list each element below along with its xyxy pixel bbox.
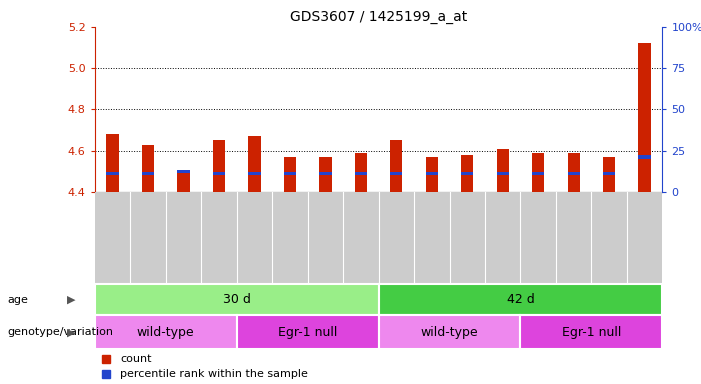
Bar <box>532 153 545 192</box>
Bar <box>212 172 225 175</box>
Bar <box>212 141 225 192</box>
Text: ▶: ▶ <box>67 295 75 305</box>
Text: genotype/variation: genotype/variation <box>7 327 113 337</box>
Bar <box>390 172 402 175</box>
Bar <box>106 134 118 192</box>
Bar <box>639 155 651 159</box>
Bar <box>106 172 118 175</box>
Text: wild-type: wild-type <box>421 326 478 339</box>
Bar <box>248 172 261 175</box>
Text: wild-type: wild-type <box>137 326 194 339</box>
Bar <box>95 284 379 315</box>
Bar <box>284 172 296 175</box>
Bar <box>461 172 473 175</box>
Bar <box>496 172 509 175</box>
Bar <box>236 315 379 349</box>
Text: age: age <box>7 295 28 305</box>
Bar <box>355 172 367 175</box>
Bar <box>568 153 580 192</box>
Text: ▶: ▶ <box>67 327 75 337</box>
Bar <box>639 43 651 192</box>
Text: percentile rank within the sample: percentile rank within the sample <box>120 369 308 379</box>
Bar <box>248 136 261 192</box>
Bar <box>284 157 296 192</box>
Bar <box>568 172 580 175</box>
Text: Egr-1 null: Egr-1 null <box>562 326 621 339</box>
Bar <box>461 155 473 192</box>
Bar <box>355 153 367 192</box>
Text: 30 d: 30 d <box>223 293 250 306</box>
Bar <box>520 315 662 349</box>
Bar <box>142 144 154 192</box>
Title: GDS3607 / 1425199_a_at: GDS3607 / 1425199_a_at <box>290 10 467 25</box>
Bar <box>496 149 509 192</box>
Text: 42 d: 42 d <box>507 293 534 306</box>
Bar <box>603 172 615 175</box>
Bar <box>95 315 236 349</box>
Bar <box>390 141 402 192</box>
Bar <box>177 169 189 173</box>
Bar <box>426 157 438 192</box>
Bar <box>142 172 154 175</box>
Bar <box>603 157 615 192</box>
Text: count: count <box>120 354 151 364</box>
Bar <box>426 172 438 175</box>
Bar <box>379 315 520 349</box>
Bar <box>379 284 662 315</box>
Bar <box>177 171 189 192</box>
Bar <box>319 172 332 175</box>
Bar <box>532 172 545 175</box>
Bar <box>319 157 332 192</box>
Text: Egr-1 null: Egr-1 null <box>278 326 337 339</box>
